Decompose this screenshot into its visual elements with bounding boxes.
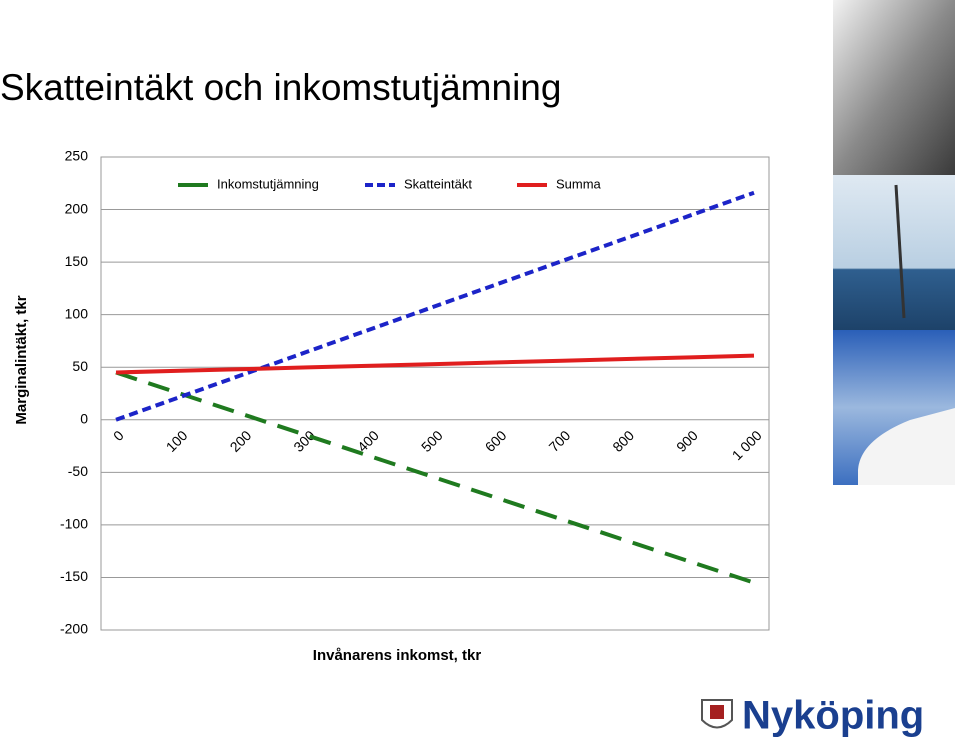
legend-label: Inkomstutjämning bbox=[217, 176, 319, 191]
x-tick-label: 600 bbox=[482, 427, 510, 455]
y-tick-label: 0 bbox=[80, 410, 88, 426]
y-tick-label: -200 bbox=[60, 621, 88, 637]
x-tick-label: 100 bbox=[163, 427, 191, 455]
x-tick-label: 500 bbox=[418, 427, 446, 455]
legend-label: Summa bbox=[556, 176, 602, 191]
photo-sea bbox=[833, 175, 955, 330]
x-tick-label: 200 bbox=[227, 427, 255, 455]
legend-label: Skatteintäkt bbox=[404, 176, 472, 191]
y-tick-label: -150 bbox=[60, 568, 88, 584]
y-tick-label: 100 bbox=[65, 305, 89, 321]
photo-plane bbox=[858, 408, 955, 485]
x-tick-label: 1 000 bbox=[729, 427, 765, 463]
x-tick-label: 900 bbox=[673, 427, 701, 455]
y-tick-label: 250 bbox=[65, 148, 89, 164]
photo-child bbox=[833, 0, 955, 175]
photo-buoy bbox=[894, 184, 906, 319]
logo-text: Nyköping bbox=[742, 694, 924, 738]
x-tick-label: 700 bbox=[546, 427, 574, 455]
plot-area bbox=[100, 156, 770, 631]
x-tick-label: 800 bbox=[609, 427, 637, 455]
y-tick-label: -100 bbox=[60, 516, 88, 532]
title: Skatteintäkt och inkomstutjämning bbox=[0, 67, 561, 108]
series-line bbox=[115, 353, 755, 375]
y-tick-label: 200 bbox=[65, 200, 89, 216]
logo-tower bbox=[710, 705, 724, 719]
y-tick-label: 150 bbox=[65, 253, 89, 269]
y-tick-label: 50 bbox=[72, 358, 88, 374]
x-tick-label: 0 bbox=[110, 427, 127, 444]
y-tick-label: -50 bbox=[68, 463, 88, 479]
x-axis-label: Invånarens inkomst, tkr bbox=[313, 647, 482, 664]
y-axis-label: Marginalintäkt, tkr bbox=[13, 295, 30, 424]
series-line bbox=[115, 190, 755, 422]
series-line bbox=[115, 370, 755, 585]
